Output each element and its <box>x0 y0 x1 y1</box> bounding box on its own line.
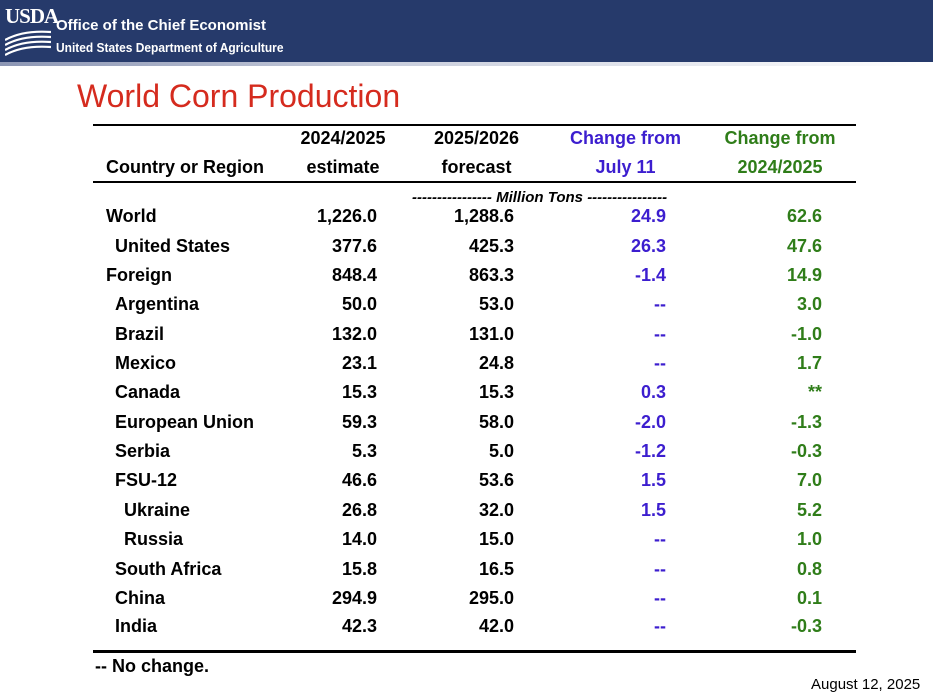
estimate-value: 14.0 <box>341 529 377 549</box>
col-header-forecast-2: forecast <box>441 157 512 177</box>
country-name: Serbia <box>115 441 171 461</box>
estimate-value: 59.3 <box>341 412 377 432</box>
change-prev-value: 14.9 <box>786 265 822 285</box>
header-bottom-rule <box>93 181 856 183</box>
estimate-value: 50.0 <box>341 294 377 314</box>
page-title: World Corn Production <box>77 78 401 114</box>
change-july-value: -- <box>654 324 666 344</box>
estimate-value: 132.0 <box>331 324 377 344</box>
forecast-value: 24.8 <box>478 353 514 373</box>
country-name: Ukraine <box>124 500 191 520</box>
col-header-change-prev-1: Change from <box>724 128 836 148</box>
change-july-value: 0.3 <box>640 382 666 402</box>
col-header-estimate-2: estimate <box>306 157 380 177</box>
col-header-change-july-2: July 11 <box>595 157 656 177</box>
change-prev-value: ** <box>807 382 822 402</box>
change-prev-value: 0.8 <box>796 559 822 579</box>
country-name: Mexico <box>115 353 177 373</box>
forecast-value: 53.6 <box>478 470 514 490</box>
forecast-value: 53.0 <box>478 294 514 314</box>
change-july-value: -- <box>654 353 666 373</box>
forecast-value: 16.5 <box>478 559 514 579</box>
country-name: Foreign <box>106 265 172 285</box>
col-header-change-july-1: Change from <box>569 128 681 148</box>
col-header-estimate-1: 2024/2025 <box>300 128 386 148</box>
slide-date: August 12, 2025 <box>811 676 921 693</box>
forecast-value: 425.3 <box>468 236 514 256</box>
change-july-value: -- <box>654 559 666 579</box>
usda-logo: USDA <box>5 4 59 58</box>
department-name: United States Department of Agriculture <box>56 40 284 55</box>
table-top-rule <box>93 124 856 126</box>
estimate-value: 848.4 <box>331 265 377 285</box>
table-bottom-rule <box>93 650 856 653</box>
change-july-value: -- <box>654 588 666 608</box>
change-july-value: -1.2 <box>634 441 666 461</box>
country-name: FSU-12 <box>115 470 178 490</box>
header-fade <box>0 62 933 66</box>
forecast-value: 5.0 <box>488 441 514 461</box>
col-header-country-2: Country or Region <box>106 157 264 177</box>
col-header-forecast-1: 2025/2026 <box>433 128 520 148</box>
country-name: Brazil <box>115 324 165 344</box>
change-july-value: 26.3 <box>630 236 666 256</box>
change-prev-value: -0.3 <box>790 616 822 636</box>
change-prev-value: -1.0 <box>790 324 822 344</box>
change-prev-value: 62.6 <box>786 206 822 226</box>
country-name: Russia <box>124 529 184 549</box>
change-prev-value: 3.0 <box>796 294 822 314</box>
usda-logo-hills-icon <box>5 30 51 56</box>
forecast-value: 42.0 <box>478 616 514 636</box>
country-name: Argentina <box>115 294 200 314</box>
forecast-value: 58.0 <box>478 412 514 432</box>
change-prev-value: 5.2 <box>796 500 822 520</box>
usda-logo-text: USDA <box>5 4 59 28</box>
col-header-change-prev-2: 2024/2025 <box>737 157 823 177</box>
change-prev-value: -1.3 <box>790 412 822 432</box>
change-july-value: 1.5 <box>640 500 666 520</box>
change-prev-value: 1.7 <box>796 353 822 373</box>
change-prev-value: 47.6 <box>786 236 822 256</box>
estimate-value: 5.3 <box>351 441 377 461</box>
forecast-value: 131.0 <box>468 324 514 344</box>
country-name: World <box>106 206 157 226</box>
estimate-value: 26.8 <box>341 500 377 520</box>
change-july-value: 1.5 <box>640 470 666 490</box>
change-prev-value: -0.3 <box>790 441 822 461</box>
change-prev-value: 7.0 <box>796 470 822 490</box>
estimate-value: 42.3 <box>341 616 377 636</box>
country-name: United States <box>115 236 231 256</box>
change-july-value: -- <box>654 294 666 314</box>
country-name: South Africa <box>115 559 222 579</box>
forecast-value: 32.0 <box>478 500 514 520</box>
estimate-value: 1,226.0 <box>316 206 377 226</box>
estimate-value: 15.3 <box>341 382 377 402</box>
change-prev-value: 1.0 <box>796 529 822 549</box>
footnote: -- No change. <box>95 656 210 676</box>
forecast-value: 863.3 <box>468 265 514 285</box>
country-name: European Union <box>115 412 254 432</box>
change-july-value: -1.4 <box>634 265 666 285</box>
change-july-value: -2.0 <box>634 412 666 432</box>
forecast-value: 15.0 <box>478 529 514 549</box>
estimate-value: 15.8 <box>341 559 377 579</box>
forecast-value: 295.0 <box>468 588 514 608</box>
country-name: India <box>115 616 158 636</box>
country-name: Canada <box>115 382 181 402</box>
units-label: ---------------- Million Tons ----------… <box>412 189 668 206</box>
office-name: Office of the Chief Economist <box>56 17 267 34</box>
change-july-value: 24.9 <box>630 206 666 226</box>
estimate-value: 46.6 <box>341 470 377 490</box>
estimate-value: 294.9 <box>331 588 377 608</box>
country-name: China <box>115 588 166 608</box>
forecast-value: 15.3 <box>478 382 514 402</box>
estimate-value: 23.1 <box>341 353 377 373</box>
change-july-value: -- <box>654 529 666 549</box>
estimate-value: 377.6 <box>331 236 377 256</box>
forecast-value: 1,288.6 <box>453 206 514 226</box>
change-prev-value: 0.1 <box>796 588 822 608</box>
header-banner <box>0 0 933 62</box>
change-july-value: -- <box>654 616 666 636</box>
